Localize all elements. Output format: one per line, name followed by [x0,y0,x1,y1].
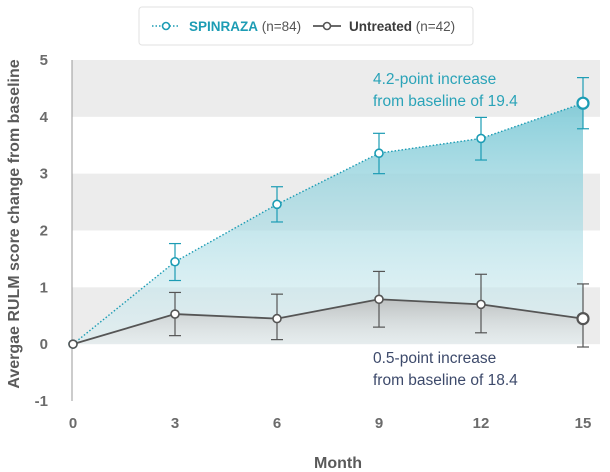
x-tick-label: 6 [273,415,281,432]
untreated-point [272,313,282,324]
x-tick-label: 12 [473,415,490,432]
untreated-point [476,299,486,310]
y-tick-label: 2 [40,223,48,240]
untreated-point [374,294,384,305]
legend: SPINRAZA (n=84) Untreated (n=42) [138,6,474,46]
y-tick-label: -1 [35,393,48,410]
untreated-point [68,339,78,349]
annotations: 4.2-point increase from baseline of 19.4 0… [373,71,518,389]
legend-spinraza-marker [161,21,171,31]
tick-labels: 5 4 3 2 1 0 -1 0 3 6 9 12 15 Month Avergae RULM score … [6,52,591,472]
spinraza-point [374,148,384,159]
x-tick-label: 0 [69,415,77,432]
untreated-annotation-line1: 0.5-point increase [373,350,496,367]
x-tick-label: 15 [575,415,592,432]
grid-band [72,60,600,117]
series-lines [68,77,590,349]
spinraza-area [73,103,583,345]
spinraza-line [72,102,584,345]
spinraza-point [170,256,180,267]
spinraza-point [476,133,486,144]
series-areas [73,103,583,345]
spinraza-annotation-line2: from baseline of 19.4 [373,93,518,110]
y-tick-label: 1 [40,279,48,296]
spinraza-point [576,96,590,110]
untreated-annotation-line2: from baseline of 18.4 [373,372,518,389]
spinraza-annotation-line1: 4.2-point increase [373,71,496,88]
legend-untreated-label: Untreated (n=42) [349,19,455,34]
x-tick-label: 9 [375,415,383,432]
x-tick-label: 3 [171,415,179,432]
untreated-point [576,311,590,326]
y-axis-title: Avergae RULM score change from baseline [6,59,23,388]
x-axis-title: Month [314,455,362,472]
legend-spinraza-label: SPINRAZA (n=84) [189,19,301,34]
y-tick-label: 5 [40,52,48,69]
untreated-area [73,299,583,345]
spinraza-point [272,199,282,210]
y-tick-label: 0 [40,336,48,353]
untreated-line [72,298,584,346]
untreated-point [170,309,180,319]
legend-box [138,6,474,46]
legend-untreated-marker [322,21,332,31]
y-tick-label: 3 [40,166,48,183]
y-tick-label: 4 [40,109,49,126]
